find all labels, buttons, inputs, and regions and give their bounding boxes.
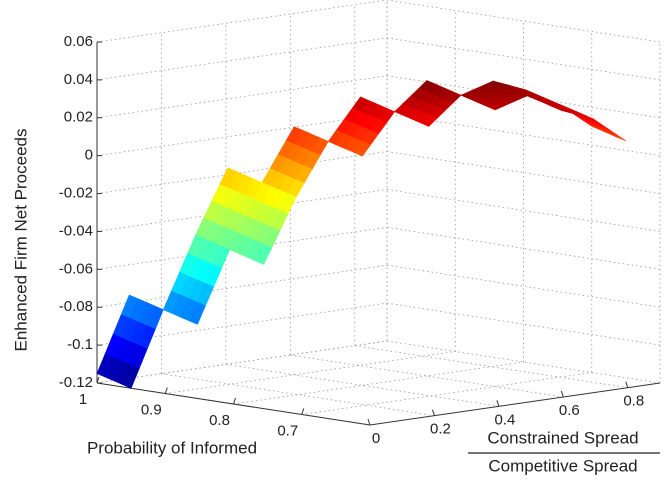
grid-line: [226, 364, 499, 406]
z-tick-label: -0.1: [67, 336, 93, 353]
grid-line: [234, 362, 524, 404]
z-tick-label: -0.06: [59, 260, 93, 277]
grid-line: [97, 38, 387, 80]
y-tick-label: 0: [372, 430, 380, 447]
grid-line: [161, 374, 434, 416]
z-tick-label: 0.06: [64, 33, 93, 50]
tick-mark: [432, 410, 434, 416]
z-tick-label: 0.02: [64, 109, 93, 126]
y-tick-label: 0.6: [559, 402, 580, 419]
grid-line: [355, 346, 628, 388]
y-tick-label: 0.2: [430, 421, 451, 438]
x-tick-label: 0.8: [209, 412, 230, 429]
grid-line: [97, 76, 387, 118]
z-tick-label: -0.02: [59, 185, 93, 202]
x-axis-label: Probability of Informed: [87, 438, 257, 457]
z-tick-label: -0.08: [59, 298, 93, 315]
z-tick-label: -0.12: [59, 374, 93, 391]
grid-line: [387, 189, 660, 231]
y-axis-label-numerator: Constrained Spread: [487, 428, 638, 447]
x-tick-label: 0.9: [141, 401, 162, 418]
y-tick-label: 0.8: [623, 393, 644, 410]
tick-mark: [165, 388, 167, 394]
tick-mark: [626, 382, 628, 388]
grid-line: [97, 0, 387, 42]
y-axis-label-denominator: Competitive Spread: [488, 456, 637, 475]
tick-mark: [302, 409, 304, 415]
x-tick-label: 0.7: [277, 422, 298, 439]
z-tick-label: 0: [85, 147, 93, 164]
grid-line: [290, 355, 563, 397]
z-axis-label: Enhanced Firm Net Proceeds: [11, 129, 30, 352]
grid-line: [165, 352, 455, 394]
y-tick-label: 0.4: [494, 411, 515, 428]
tick-mark: [368, 419, 370, 425]
z-tick-label: 0.04: [64, 71, 93, 88]
tick-mark: [234, 398, 236, 404]
axes-box: 0.06 0.04 0.02 0 -0.02 -0.04 -0.06 -0.08 -0.1 -0.…: [59, 0, 660, 447]
tick-mark: [561, 391, 563, 397]
z-tick-label: -0.04: [59, 222, 93, 239]
surface: [97, 81, 626, 389]
tick-mark: [497, 400, 499, 406]
x-tick-label: 1: [79, 391, 87, 408]
